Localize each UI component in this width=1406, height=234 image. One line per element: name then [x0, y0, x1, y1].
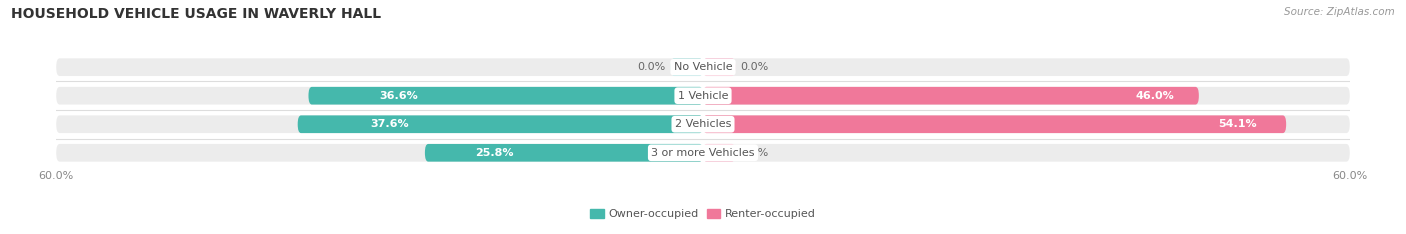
- FancyBboxPatch shape: [703, 58, 735, 76]
- Text: 2 Vehicles: 2 Vehicles: [675, 119, 731, 129]
- Text: 25.8%: 25.8%: [475, 148, 513, 158]
- Text: Source: ZipAtlas.com: Source: ZipAtlas.com: [1284, 7, 1395, 17]
- FancyBboxPatch shape: [703, 87, 1199, 105]
- Text: HOUSEHOLD VEHICLE USAGE IN WAVERLY HALL: HOUSEHOLD VEHICLE USAGE IN WAVERLY HALL: [11, 7, 381, 21]
- Text: 3 or more Vehicles: 3 or more Vehicles: [651, 148, 755, 158]
- FancyBboxPatch shape: [703, 144, 1350, 162]
- FancyBboxPatch shape: [56, 87, 703, 105]
- FancyBboxPatch shape: [703, 87, 1350, 105]
- Text: 46.0%: 46.0%: [1135, 91, 1174, 101]
- FancyBboxPatch shape: [56, 58, 703, 76]
- Text: 1 Vehicle: 1 Vehicle: [678, 91, 728, 101]
- FancyBboxPatch shape: [703, 115, 1350, 133]
- Legend: Owner-occupied, Renter-occupied: Owner-occupied, Renter-occupied: [586, 205, 820, 224]
- Text: 0.0%: 0.0%: [741, 62, 769, 72]
- FancyBboxPatch shape: [703, 58, 1350, 76]
- Text: 37.6%: 37.6%: [371, 119, 409, 129]
- Text: 54.1%: 54.1%: [1219, 119, 1257, 129]
- Text: 0.0%: 0.0%: [741, 148, 769, 158]
- FancyBboxPatch shape: [425, 144, 703, 162]
- FancyBboxPatch shape: [308, 87, 703, 105]
- FancyBboxPatch shape: [56, 115, 703, 133]
- Text: No Vehicle: No Vehicle: [673, 62, 733, 72]
- FancyBboxPatch shape: [56, 144, 703, 162]
- FancyBboxPatch shape: [703, 144, 735, 162]
- FancyBboxPatch shape: [671, 58, 703, 76]
- FancyBboxPatch shape: [703, 115, 1286, 133]
- FancyBboxPatch shape: [298, 115, 703, 133]
- Text: 36.6%: 36.6%: [380, 91, 418, 101]
- Text: 0.0%: 0.0%: [637, 62, 665, 72]
